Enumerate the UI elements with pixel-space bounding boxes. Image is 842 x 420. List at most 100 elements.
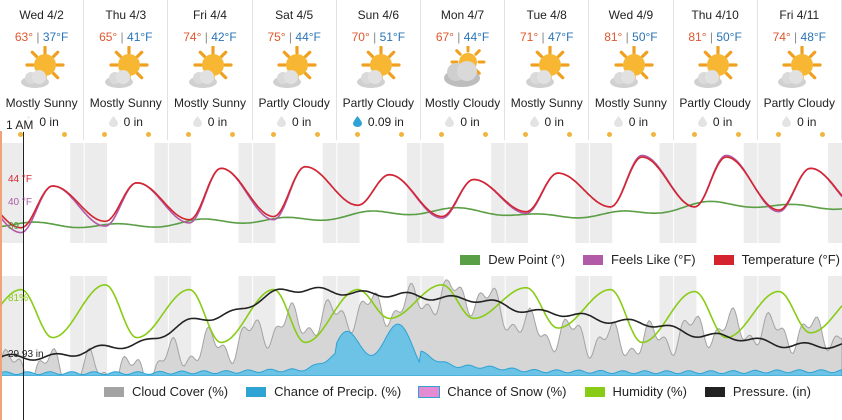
humidity-legend: Cloud Cover (%) Chance of Precip. (%) Chan… <box>104 384 811 399</box>
legend-label: Humidity (%) <box>612 384 687 399</box>
night-band <box>743 143 781 243</box>
legend-item[interactable]: Chance of Precip. (%) <box>246 384 401 399</box>
night-band <box>659 143 697 243</box>
sunrise-sunset-marker <box>735 132 741 137</box>
sunrise-sunset-marker <box>270 132 276 137</box>
night-band <box>827 143 842 243</box>
day-column[interactable]: Wed 4/9 81° | 50°F Mostly Sunny 0 in <box>589 0 674 140</box>
sun-cloud-icon <box>273 46 317 88</box>
high-temperature: 71° <box>520 30 539 44</box>
legend-label: Dew Point (°) <box>488 252 565 267</box>
temperature-separator: | <box>453 30 464 44</box>
legend-item[interactable]: Cloud Cover (%) <box>104 384 228 399</box>
legend-swatch <box>418 385 441 398</box>
day-temperatures: 65° | 41°F <box>84 30 167 44</box>
condition-label: Mostly Sunny <box>5 96 78 110</box>
day-column[interactable]: Thu 4/10 81° | 50°F Partly Cloudy 0 in <box>674 0 758 140</box>
day-column[interactable]: Fri 4/11 74° | 48°F Partly Cloudy 0 in <box>758 0 842 140</box>
sunrise-sunset-marker <box>354 132 360 137</box>
night-band <box>238 143 276 243</box>
dry-drop-icon <box>445 116 455 127</box>
sunrise-sunset-marker <box>523 132 529 137</box>
high-temperature: 74° <box>183 30 202 44</box>
night-band <box>575 143 613 243</box>
day-column[interactable]: Mon 4/7 67° | 44°F Mostly Cloudy 0 in <box>421 0 506 140</box>
precipitation-amount: 0 in <box>421 115 504 129</box>
day-temperatures: 74° | 48°F <box>758 30 841 44</box>
legend-label: Cloud Cover (%) <box>132 384 229 399</box>
sunrise-sunset-marker <box>146 132 152 137</box>
day-column[interactable]: Tue 4/8 71° | 47°F Mostly Sunny 0 in <box>505 0 590 140</box>
precipitation-value: 0 in <box>797 115 817 129</box>
sun-cloud-icon <box>525 46 570 88</box>
precipitation-value: 0 in <box>712 115 733 129</box>
legend-item[interactable]: Pressure. (in) <box>704 384 811 399</box>
condition-label: Partly Cloudy <box>679 96 751 110</box>
pressure-line <box>0 286 842 361</box>
hover-cursor-line[interactable] <box>23 131 24 420</box>
legend-item[interactable]: Chance of Snow (%) <box>418 384 567 399</box>
low-temperature: 44°F <box>463 30 490 44</box>
legend-swatch <box>246 386 267 397</box>
dry-drop-icon <box>108 116 118 127</box>
day-temperatures: 74° | 42°F <box>168 30 251 44</box>
cursor-pressure-label: 29.93 in <box>8 349 44 360</box>
legend-item[interactable]: Temperature (°F) <box>713 252 840 267</box>
sunrise-sunset-marker <box>314 132 320 137</box>
precipitation-amount: 0 in <box>84 115 167 129</box>
legend-label: Pressure. (in) <box>732 384 811 399</box>
day-column[interactable]: Sat 4/5 75° | 44°F Partly Cloudy 0 in <box>253 0 337 140</box>
condition-label: Mostly Sunny <box>89 96 162 110</box>
sun-cloud-icon <box>357 46 401 88</box>
humidity-chart[interactable] <box>0 276 842 376</box>
rain-drop-icon <box>352 116 362 127</box>
dry-drop-icon <box>192 116 202 127</box>
legend-swatch <box>584 386 605 397</box>
day-temperatures: 63° | 37°F <box>0 30 83 44</box>
legend-label: Temperature (°F) <box>741 252 840 267</box>
precipitation-value: 0.09 in <box>367 115 404 129</box>
high-temperature: 70° <box>351 30 370 44</box>
legend-label: Chance of Precip. (%) <box>274 384 402 399</box>
legend-swatch <box>460 254 481 265</box>
cursor-temperature-label: 44 °F <box>8 174 33 185</box>
day-temperatures: 67° | 44°F <box>421 30 504 44</box>
sunrise-sunset-marker <box>567 132 573 137</box>
temperature-separator: | <box>706 30 717 44</box>
temperature-separator: | <box>285 30 296 44</box>
temperature-separator: | <box>33 30 43 44</box>
precipitation-value: 0 in <box>39 115 59 129</box>
legend-item[interactable]: Feels Like (°F) <box>582 252 696 267</box>
sunrise-sunset-marker <box>775 132 781 137</box>
cloud-sun-icon <box>443 46 486 87</box>
legend-item[interactable]: Dew Point (°) <box>460 252 565 267</box>
chart-left-edge <box>0 131 2 420</box>
condition-label: Partly Cloudy <box>763 96 835 110</box>
sun-cloud-icon <box>20 46 65 88</box>
sunrise-sunset-marker <box>102 132 108 137</box>
high-temperature: 81° <box>688 30 707 44</box>
day-temperatures: 71° | 47°F <box>505 30 588 44</box>
sun-cloud-icon <box>609 46 654 88</box>
sun-cloud-icon <box>104 46 149 88</box>
day-column[interactable]: Fri 4/4 74° | 42°F Mostly Sunny 0 in <box>168 0 253 140</box>
temperature-chart[interactable] <box>0 143 842 243</box>
sunrise-sunset-marker <box>62 132 67 137</box>
legend-swatch <box>713 254 734 265</box>
condition-label: Mostly Sunny <box>510 96 583 110</box>
high-temperature: 81° <box>604 30 623 44</box>
condition-label: Mostly Cloudy <box>424 96 501 110</box>
precipitation-amount: 0 in <box>758 115 841 129</box>
day-column[interactable]: Thu 4/3 65° | 41°F Mostly Sunny 0 in <box>84 0 169 140</box>
day-temperatures: 70° | 51°F <box>337 30 420 44</box>
day-name: Fri 4/4 <box>192 8 227 22</box>
legend-label: Chance of Snow (%) <box>447 384 567 399</box>
night-band <box>0 143 23 243</box>
day-name: Sun 4/6 <box>357 8 400 22</box>
high-temperature: 63° <box>14 30 34 44</box>
precipitation-amount: 0 in <box>674 115 757 129</box>
day-column[interactable]: Sun 4/6 70° | 51°F Partly Cloudy 0.09 in <box>337 0 421 140</box>
legend-item[interactable]: Humidity (%) <box>584 384 687 399</box>
cursor-humidity-label: 81% <box>8 293 29 304</box>
sun-cloud-icon <box>694 46 738 88</box>
